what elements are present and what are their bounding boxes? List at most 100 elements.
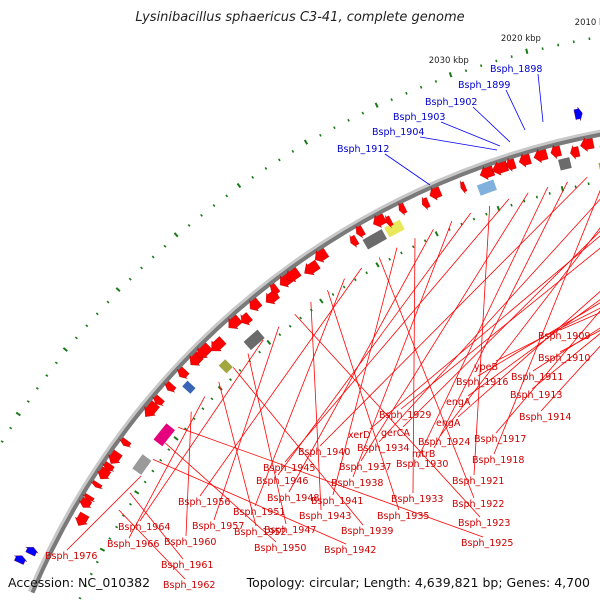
leader-line — [288, 229, 434, 493]
leader-line — [369, 235, 600, 430]
reverse-gene-arrow — [491, 160, 510, 176]
tick-dot — [95, 560, 99, 564]
leader-line — [402, 230, 600, 428]
reverse-gene-arrow — [421, 197, 431, 210]
tick-dot — [419, 85, 423, 89]
forward-gene-arrow — [14, 555, 28, 565]
tick-dot — [85, 324, 89, 328]
scale-label: 2020 kbp — [501, 34, 541, 44]
reverse-gene-arrow — [197, 342, 213, 359]
reverse-gene-arrow — [349, 234, 360, 248]
tick-dot — [143, 480, 147, 484]
gene-label: Bsph_1918 — [472, 455, 524, 466]
tick-dot — [84, 584, 88, 588]
forward-gene-arrow — [25, 547, 39, 557]
gene-label: Bsph_1898 — [490, 64, 542, 75]
tick-dot — [159, 458, 163, 462]
tick-dot — [15, 411, 21, 417]
gene-label: Bsph_1903 — [393, 112, 445, 123]
tick-dot — [288, 324, 292, 328]
tick-dot — [525, 48, 529, 54]
reverse-gene-arrow — [570, 145, 581, 160]
gene-labels: Bsph_1898 Bsph_1899 Bsph_1902 Bsph_1903 Bsph… — [45, 64, 590, 591]
tick-dot — [210, 397, 214, 401]
leader-line — [165, 442, 277, 543]
tick-dot — [510, 55, 513, 58]
feature-color-bars — [132, 157, 600, 475]
reverse-gene-arrow — [506, 157, 517, 172]
leader-line — [177, 426, 484, 538]
tick-dot — [128, 502, 132, 506]
gene-label: Bsph_1939 — [341, 526, 393, 537]
reverse-gene-arrow — [479, 165, 496, 181]
tick-dot — [400, 251, 403, 255]
reverse-gene-arrow — [304, 259, 321, 276]
leader-line — [199, 267, 363, 497]
tick-dot — [106, 300, 110, 304]
leader-line — [185, 411, 192, 537]
leader-line — [473, 205, 491, 476]
gene-label: Bsph_1976 — [45, 551, 97, 562]
tick-dot — [365, 271, 368, 275]
leader-line — [439, 227, 600, 437]
genome-backbone — [27, 129, 600, 594]
leader-line — [277, 212, 472, 476]
gene-label: Bsph_1933 — [391, 494, 443, 505]
tick-dot — [134, 490, 140, 495]
gene-label: ypeB — [474, 362, 498, 373]
reverse-gene-arrow — [152, 394, 165, 406]
tick-dot — [331, 292, 335, 296]
feature-bar — [153, 423, 175, 447]
reverse-gene-arrow — [249, 297, 263, 312]
tick-dot — [291, 149, 295, 153]
tick-dot — [548, 191, 551, 195]
gene-label: Bsph_1941 — [311, 496, 363, 507]
leader-line — [384, 153, 431, 186]
gene-label: Bsph_1948 — [267, 493, 319, 504]
leader-line — [495, 307, 600, 362]
reverse-gene-arrow — [550, 144, 562, 160]
tick-dot — [238, 368, 242, 372]
tick-dot — [411, 245, 415, 249]
reverse-gene-arrow — [78, 496, 93, 508]
gene-label: engA — [436, 418, 461, 429]
tick-dot — [374, 102, 379, 108]
leader-line — [540, 345, 600, 412]
gene-label: Bsph_1942 — [324, 545, 376, 556]
reverse-gene-arrow — [211, 336, 227, 352]
tick-dot — [0, 440, 4, 443]
gene-label: Bsph_1917 — [474, 434, 526, 445]
gene-label: Bsph_1921 — [452, 476, 504, 487]
leader-line — [378, 257, 475, 499]
leader-line — [128, 396, 206, 539]
gene-label: Bsph_1904 — [372, 127, 424, 138]
tick-dot — [333, 126, 336, 130]
feature-bar — [243, 329, 265, 351]
reverse-gene-arrow — [240, 312, 253, 326]
tick-dot — [587, 182, 590, 186]
tick-dot — [535, 195, 539, 199]
gene-label: Bsph_1929 — [379, 410, 431, 421]
reverse-strand-genes — [75, 137, 600, 526]
gene-label: Bsph_1956 — [178, 497, 230, 508]
tick-dot — [480, 64, 483, 68]
reverse-gene-arrow — [82, 493, 95, 502]
gene-label: mtrB — [412, 449, 435, 460]
gene-label: Bsph_1966 — [107, 539, 159, 550]
tick-dot — [95, 312, 99, 316]
reverse-gene-arrow — [164, 380, 177, 393]
tick-dot — [151, 469, 155, 473]
tick-dot — [258, 350, 261, 354]
reverse-gene-arrow — [518, 153, 532, 168]
tick-dot — [510, 203, 513, 207]
backbone-line — [30, 132, 600, 594]
label-leader-lines — [66, 73, 600, 580]
gene-label: Bsph_1923 — [458, 518, 510, 529]
feature-bar — [362, 229, 387, 250]
leader-line — [505, 89, 526, 131]
reverse-gene-arrow — [108, 449, 123, 464]
tick-dot — [472, 217, 476, 221]
tick-dot — [74, 336, 78, 340]
tick-dot — [151, 255, 155, 259]
gene-label: Bsph_1962 — [163, 580, 215, 591]
